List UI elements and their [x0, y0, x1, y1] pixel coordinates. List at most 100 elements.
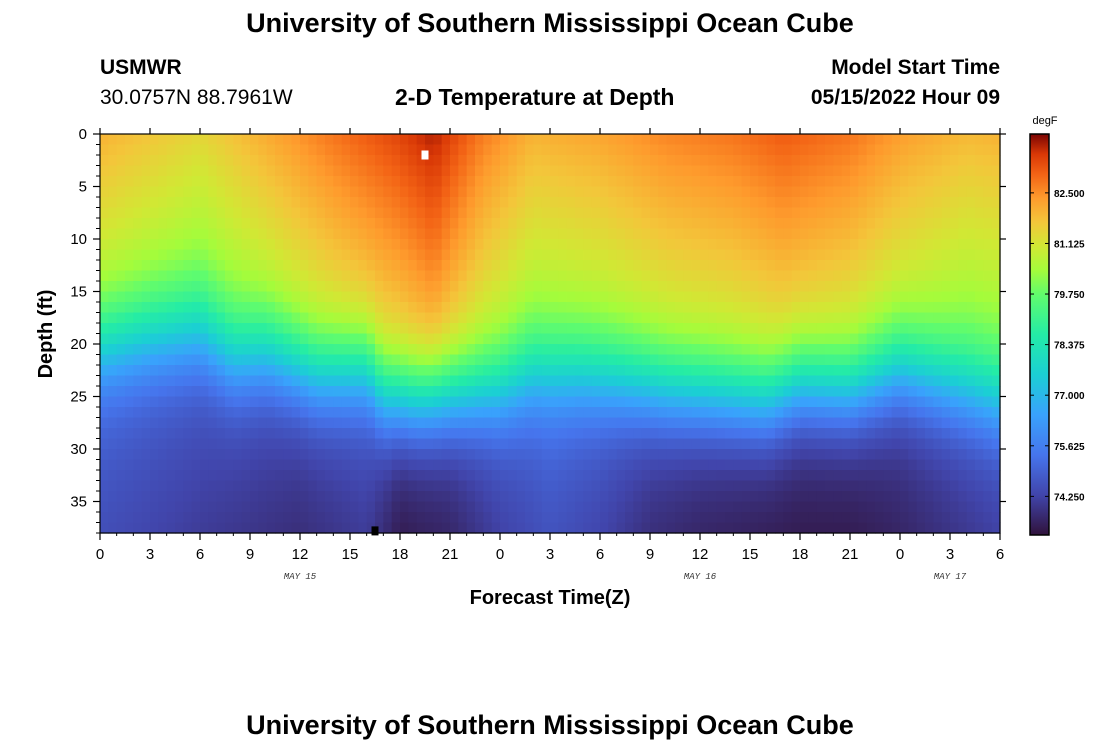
heatmap-cell [841, 428, 851, 440]
heatmap-cell [983, 134, 993, 146]
heatmap-cell [533, 134, 543, 146]
heatmap-cell [483, 176, 493, 188]
heatmap-cell [391, 386, 401, 398]
heatmap-cell [391, 480, 401, 492]
heatmap-cell [750, 197, 759, 209]
heatmap-cell [491, 365, 501, 377]
heatmap-cell [308, 354, 318, 366]
heatmap-cell [350, 344, 359, 356]
heatmap-cell [825, 260, 834, 272]
heatmap-cell [116, 228, 126, 240]
heatmap-cell [841, 491, 851, 503]
heatmap-cell [133, 417, 143, 429]
heatmap-cell [275, 218, 284, 230]
heatmap-cell [850, 155, 859, 167]
heatmap-cell [150, 323, 159, 335]
heatmap-cell [916, 186, 926, 198]
heatmap-cell [575, 155, 584, 167]
heatmap-cell [991, 522, 1001, 534]
heatmap-cell [466, 176, 476, 188]
heatmap-cell [741, 449, 751, 461]
heatmap-cell [400, 459, 409, 471]
heatmap-cell [241, 407, 251, 419]
heatmap-cell [316, 522, 326, 534]
heatmap-cell [958, 270, 968, 282]
heatmap-cell [458, 470, 468, 482]
heatmap-cell [950, 459, 959, 471]
heatmap-cell [475, 302, 484, 314]
heatmap-cell [433, 417, 443, 429]
heatmap-cell [116, 344, 126, 356]
heatmap-cell [800, 144, 809, 156]
heatmap-cell [716, 270, 726, 282]
heatmap-cell [683, 438, 693, 450]
heatmap-cell [600, 480, 609, 492]
heatmap-cell [841, 270, 851, 282]
heatmap-cell [733, 291, 743, 303]
heatmap-cell [716, 144, 726, 156]
heatmap-cell [533, 375, 543, 387]
heatmap-cell [516, 365, 526, 377]
heatmap-cell [450, 228, 459, 240]
heatmap-cell [750, 386, 759, 398]
heatmap-cell [983, 459, 993, 471]
heatmap-cell [208, 417, 218, 429]
heatmap-cell [575, 354, 584, 366]
heatmap-cell [125, 470, 134, 482]
heatmap-cell [841, 438, 851, 450]
heatmap-cell [533, 365, 543, 377]
heatmap-cell [741, 144, 751, 156]
heatmap-cell [500, 176, 509, 188]
heatmap-cell [541, 491, 551, 503]
heatmap-cell [916, 291, 926, 303]
heatmap-cell [825, 365, 834, 377]
heatmap-cell [508, 365, 518, 377]
heatmap-cell [633, 165, 643, 177]
heatmap-cell [166, 365, 176, 377]
heatmap-cell [541, 134, 551, 146]
heatmap-cell [816, 186, 826, 198]
heatmap-cell [591, 176, 601, 188]
colorbar-tick-label: 82.500 [1054, 189, 1085, 200]
heatmap-cell [475, 239, 484, 251]
heatmap-cell [550, 501, 559, 513]
heatmap-cell [683, 512, 693, 524]
heatmap-cell [633, 459, 643, 471]
heatmap-cell [350, 522, 359, 534]
heatmap-cell [133, 144, 143, 156]
heatmap-cell [716, 155, 726, 167]
heatmap-cell [800, 260, 809, 272]
heatmap-cell [900, 260, 909, 272]
heatmap-cell [525, 239, 534, 251]
heatmap-cell [866, 312, 876, 324]
heatmap-cell [458, 155, 468, 167]
heatmap-cell [441, 228, 451, 240]
heatmap-cell [975, 134, 984, 146]
heatmap-cell [783, 386, 793, 398]
heatmap-cell [208, 134, 218, 146]
heatmap-cell [575, 197, 584, 209]
heatmap-cell [191, 134, 201, 146]
heatmap-cell [841, 522, 851, 534]
heatmap-cell [533, 417, 543, 429]
heatmap-cell [791, 407, 801, 419]
heatmap-cell [900, 218, 909, 230]
heatmap-cell [958, 155, 968, 167]
heatmap-cell [991, 228, 1001, 240]
heatmap-cell [975, 239, 984, 251]
heatmap-cell [983, 281, 993, 293]
heatmap-cell [858, 396, 868, 408]
heatmap-cell [116, 270, 126, 282]
heatmap-cell [258, 375, 268, 387]
heatmap-cell [425, 291, 434, 303]
heatmap-cell [758, 428, 768, 440]
heatmap-cell [783, 365, 793, 377]
heatmap-cell [333, 260, 343, 272]
heatmap-cell [291, 407, 301, 419]
heatmap-cell [416, 333, 426, 345]
heatmap-cell [450, 459, 459, 471]
heatmap-cell [341, 386, 351, 398]
heatmap-cell [141, 186, 151, 198]
